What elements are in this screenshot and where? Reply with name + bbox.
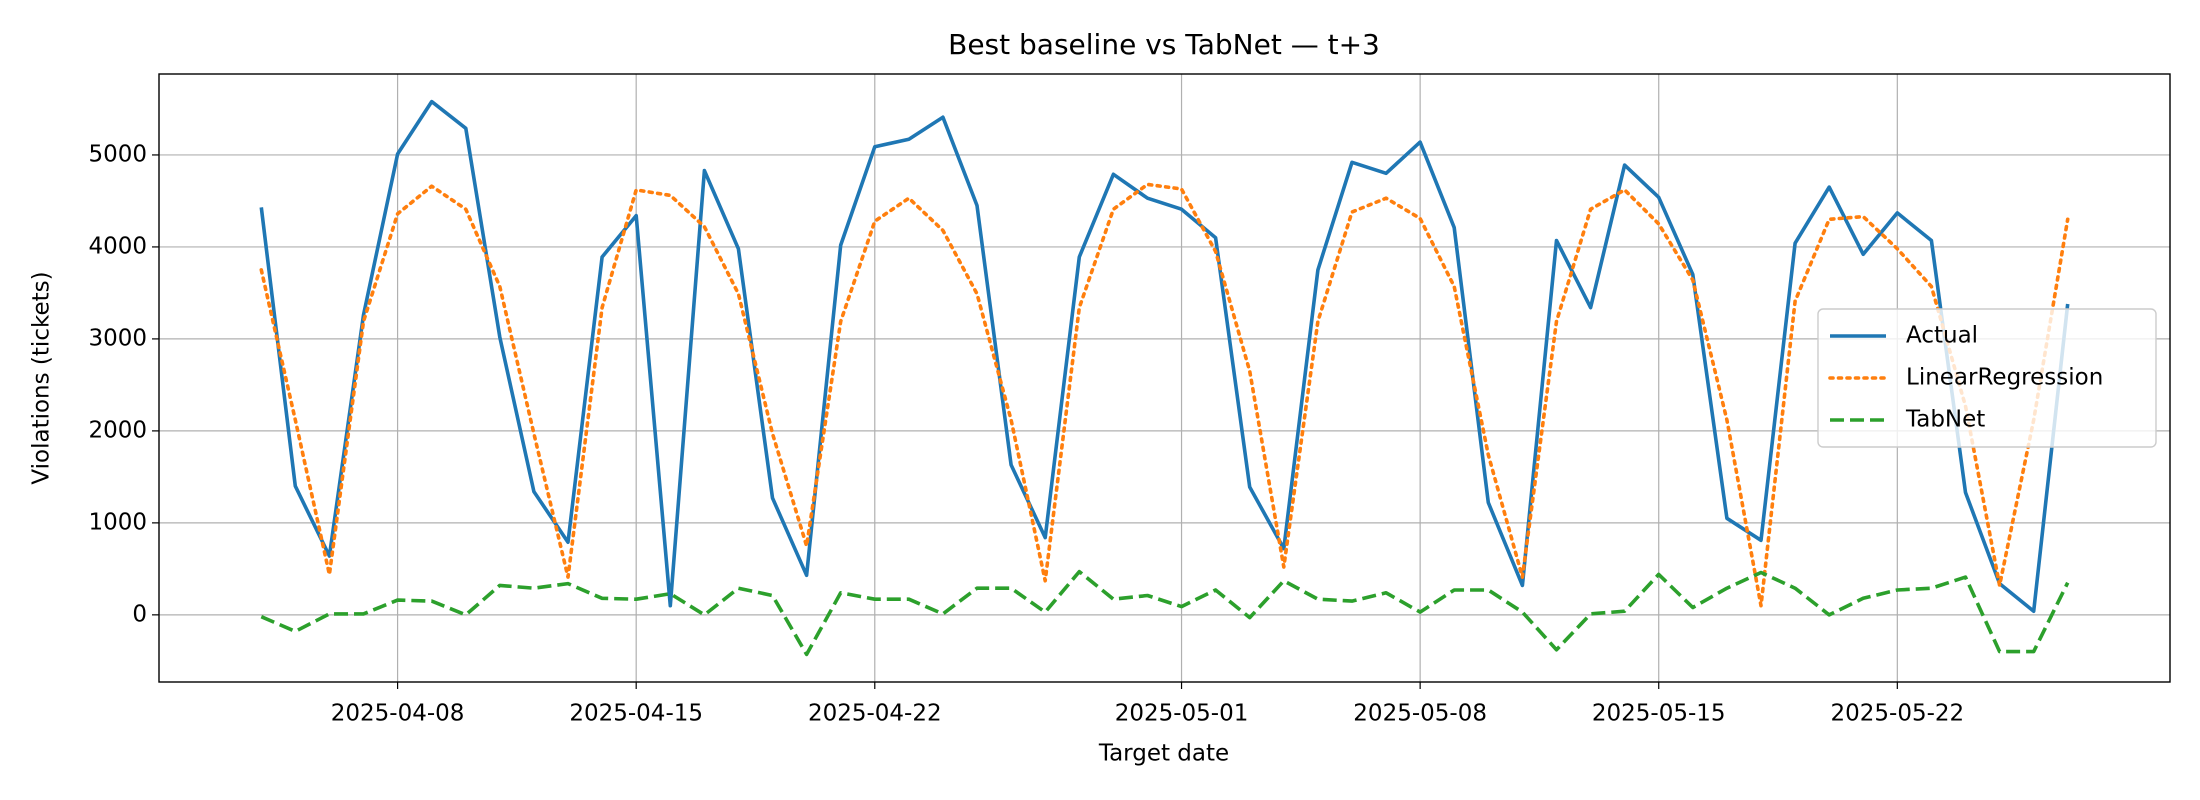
y-axis-label: Violations (tickets) <box>29 271 55 484</box>
series-line <box>259 182 2070 608</box>
x-tick-label: 2025-05-15 <box>1592 701 1726 727</box>
chart-title: Best baseline vs TabNet — t+3 <box>948 28 1380 61</box>
x-tick-label: 2025-05-08 <box>1353 701 1487 727</box>
x-tick-label: 2025-04-08 <box>331 701 465 727</box>
x-tick-label: 2025-05-22 <box>1830 701 1964 727</box>
plot-frame <box>158 73 2171 683</box>
y-tick-label: 4000 <box>88 233 147 259</box>
y-tick-label: 5000 <box>88 141 147 167</box>
y-tick-label: 3000 <box>88 325 147 351</box>
legend-label: Actual <box>1906 323 1978 349</box>
y-tick-label: 1000 <box>88 509 147 535</box>
y-tick-label: 0 <box>132 601 147 627</box>
x-tick-label: 2025-04-15 <box>569 701 703 727</box>
legend-box <box>1817 308 2157 448</box>
legend-label: TabNet <box>1905 407 1985 433</box>
series-line <box>259 99 2070 613</box>
x-tick-label: 2025-05-01 <box>1115 701 1249 727</box>
x-axis-label: Target date <box>1098 741 1229 767</box>
series-line <box>260 569 2070 657</box>
legend-label: LinearRegression <box>1906 365 2103 391</box>
x-tick-label: 2025-04-22 <box>808 701 942 727</box>
legend: Actual LinearRegression TabNet <box>1817 308 2157 448</box>
y-tick-label: 2000 <box>88 417 147 443</box>
